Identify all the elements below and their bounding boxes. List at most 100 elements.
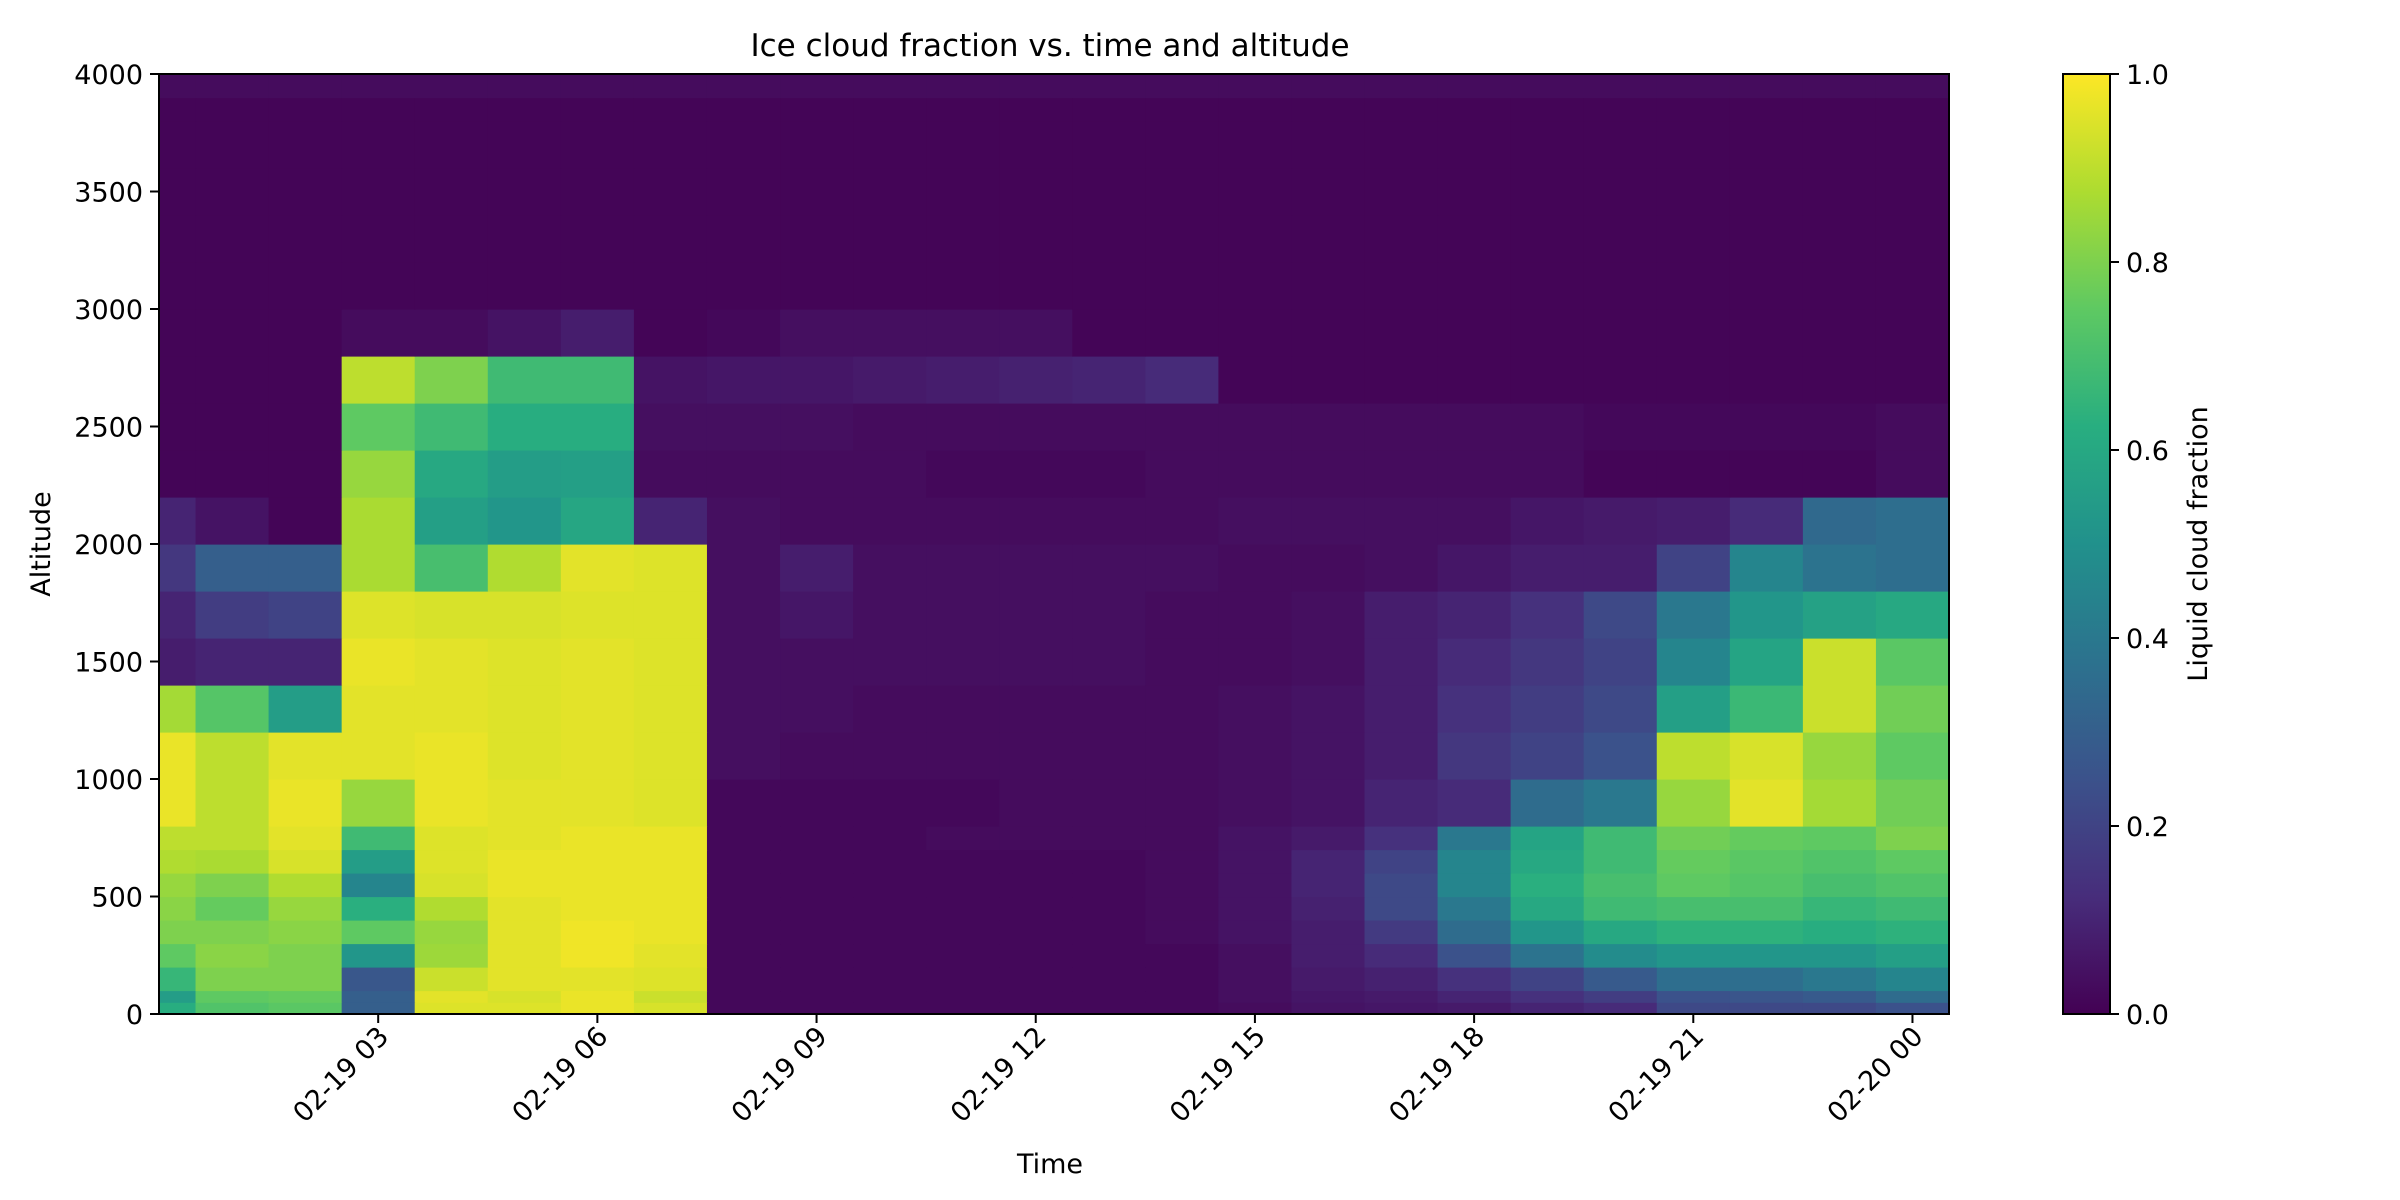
heat-cell — [1437, 591, 1512, 639]
heat-cell — [341, 497, 416, 545]
heat-cell — [1218, 920, 1293, 945]
colorbar-tick-label: 0.4 — [2126, 624, 2169, 655]
heat-cell — [159, 403, 197, 451]
heat-cell — [268, 967, 343, 992]
heat-cell — [1729, 1002, 1804, 1015]
heat-cell — [268, 873, 343, 898]
heat-cell — [1072, 403, 1146, 451]
heat-cell — [1583, 591, 1658, 639]
heat-cell — [1729, 309, 1804, 357]
heat-cell — [780, 215, 854, 263]
heat-cell — [487, 403, 562, 451]
heat-cell — [487, 591, 562, 639]
heat-cell — [926, 920, 1000, 945]
heat-cell — [414, 990, 489, 1003]
heat-cell — [926, 896, 1000, 921]
heat-cell — [195, 873, 270, 898]
heat-cell — [999, 967, 1073, 992]
heat-cell — [1218, 943, 1293, 968]
heat-cell — [1729, 497, 1804, 545]
heat-cell — [1291, 685, 1366, 733]
heat-cell — [999, 849, 1073, 874]
heat-cell — [1729, 215, 1804, 263]
heat-cell — [1437, 1002, 1512, 1015]
heat-cell — [1583, 849, 1658, 874]
heat-cell — [195, 309, 270, 357]
heat-cell — [487, 544, 562, 592]
heat-cell — [706, 896, 781, 921]
heat-cell — [1364, 74, 1439, 99]
heat-cell — [1072, 920, 1146, 945]
heat-cell — [1729, 544, 1804, 592]
heat-cell — [1802, 356, 1877, 404]
heat-cell — [341, 826, 416, 851]
heat-cell — [1583, 896, 1658, 921]
heat-cell — [999, 685, 1073, 733]
heat-cell — [1218, 779, 1293, 827]
y-tick-label: 1000 — [74, 765, 143, 796]
heat-cell — [1437, 826, 1512, 851]
heat-cell — [1364, 943, 1439, 968]
heat-cell — [159, 497, 197, 545]
x-axis: 02-19 03 02-19 06 02-19 09 02-19 12 02-19 15… — [287, 1014, 1929, 1129]
heat-cell — [853, 544, 927, 592]
heat-cell — [780, 168, 854, 216]
heat-cell — [195, 262, 270, 310]
heat-cell — [780, 591, 854, 639]
heat-cell — [1145, 356, 1219, 404]
heat-cell — [1875, 779, 1950, 827]
heat-cell — [780, 403, 854, 451]
heat-cell — [487, 450, 562, 498]
heat-cell — [633, 215, 708, 263]
heat-cell — [1583, 685, 1658, 733]
heat-cell — [195, 1002, 270, 1015]
heat-cell — [195, 779, 270, 827]
heat-cell — [999, 591, 1073, 639]
heat-cell — [999, 826, 1073, 851]
heat-cell — [159, 826, 197, 851]
heat-cell — [414, 591, 489, 639]
heat-cell — [1875, 544, 1950, 592]
heat-cell — [1072, 356, 1146, 404]
heat-cell — [1072, 638, 1146, 686]
heat-cell — [159, 920, 197, 945]
heat-cell — [1218, 967, 1293, 992]
heat-cell — [1802, 990, 1877, 1003]
heat-cell — [159, 121, 197, 169]
heat-cell — [1291, 74, 1366, 99]
heat-cell — [560, 356, 635, 404]
heat-cell — [1875, 215, 1950, 263]
heat-cell — [780, 826, 854, 851]
heat-cell — [195, 967, 270, 992]
heat-cell — [1875, 920, 1950, 945]
heat-cell — [706, 967, 781, 992]
heat-cell — [1729, 403, 1804, 451]
heat-cell — [341, 849, 416, 874]
heat-cell — [853, 990, 927, 1003]
heat-cell — [1510, 685, 1585, 733]
x-tick-label: 02-19 09 — [726, 1021, 834, 1129]
heat-cell — [1291, 849, 1366, 874]
heat-cell — [195, 896, 270, 921]
heat-cell — [341, 121, 416, 169]
heat-cell — [1802, 896, 1877, 921]
heat-cell — [706, 403, 781, 451]
heat-cell — [1729, 638, 1804, 686]
heat-cell — [1437, 215, 1512, 263]
heat-cell — [195, 943, 270, 968]
heat-cell — [999, 450, 1073, 498]
heat-cell — [1291, 450, 1366, 498]
heat-cell — [1802, 121, 1877, 169]
heat-cell — [1510, 309, 1585, 357]
heat-cell — [780, 943, 854, 968]
y-tick-label: 2500 — [74, 413, 143, 444]
heat-cell — [1145, 262, 1219, 310]
heat-cell — [1364, 873, 1439, 898]
heat-cell — [1802, 544, 1877, 592]
heat-cell — [1364, 309, 1439, 357]
heat-cell — [1875, 262, 1950, 310]
heat-cell — [560, 403, 635, 451]
heat-cell — [1875, 873, 1950, 898]
heat-cell — [159, 309, 197, 357]
y-tick-label: 4000 — [74, 60, 143, 91]
